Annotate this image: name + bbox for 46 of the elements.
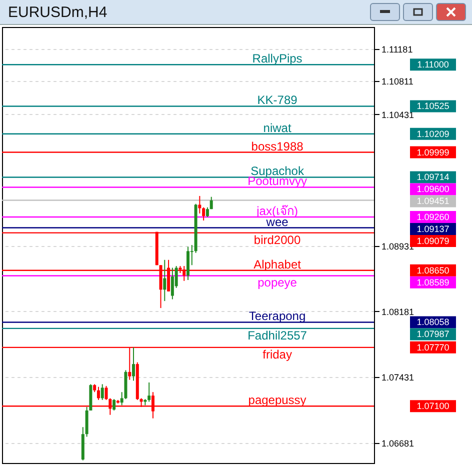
y-tick-label: 1.10811 bbox=[382, 76, 414, 87]
chart-title: EURUSDm,H4 bbox=[7, 4, 108, 20]
y-tick-label: 1.11181 bbox=[382, 44, 413, 54]
ref-line-label: Fadhil2557 bbox=[248, 328, 308, 342]
ref-line-label: jax(เจ๊ก) bbox=[256, 204, 298, 218]
ref-line-label: KK-789 bbox=[257, 93, 298, 108]
y-tick-label: 1.08181 bbox=[382, 306, 414, 317]
candlestick bbox=[210, 196, 213, 210]
candlestick bbox=[112, 398, 116, 411]
text: 1.07100 bbox=[416, 401, 450, 412]
text: 1.08058 bbox=[416, 317, 450, 328]
ref-line-label: Teerapong bbox=[248, 309, 306, 324]
text: 1.09999 bbox=[416, 147, 450, 158]
ref-line-label: niwat bbox=[263, 120, 292, 135]
ref-line-label: friday bbox=[262, 347, 292, 362]
text: 1.09079 bbox=[416, 236, 450, 246]
candlestick bbox=[148, 382, 151, 402]
ref-line-label: RallyPips bbox=[252, 52, 302, 66]
ref-line-label: Alphabet bbox=[254, 257, 302, 272]
candlestick bbox=[163, 259, 166, 302]
text: 1.09714 bbox=[416, 172, 450, 182]
y-tick-label: 1.10431 bbox=[382, 110, 414, 120]
text: 1.11000 bbox=[417, 60, 449, 70]
text: 1.07987 bbox=[416, 329, 450, 340]
text: 1.08589 bbox=[416, 277, 450, 288]
y-tick-label: 1.06681 bbox=[382, 438, 414, 448]
text: 1.07770 bbox=[416, 342, 450, 352]
text: 1.08650 bbox=[416, 265, 450, 276]
candlestick bbox=[100, 384, 104, 400]
candlestick bbox=[170, 267, 174, 300]
candlestick bbox=[206, 206, 209, 218]
candlestick bbox=[202, 206, 206, 221]
text: 1.09137 bbox=[416, 224, 450, 234]
y-tick-label: 1.07431 bbox=[382, 372, 414, 383]
ref-line-label: boss1988 bbox=[251, 139, 304, 154]
ref-line-label: bird2000 bbox=[254, 232, 301, 247]
text: 1.10525 bbox=[416, 101, 450, 112]
text: 1.09260 bbox=[416, 212, 450, 222]
text: 1.10209 bbox=[416, 128, 450, 139]
candlestick bbox=[198, 195, 202, 214]
ref-line-label: pagepussy bbox=[248, 393, 306, 408]
candlestick bbox=[132, 346, 136, 382]
text: 1.09451 bbox=[416, 196, 450, 206]
text: 1.09600 bbox=[416, 184, 450, 194]
ref-line-label: popeye bbox=[258, 276, 298, 290]
candlestick bbox=[96, 386, 100, 400]
